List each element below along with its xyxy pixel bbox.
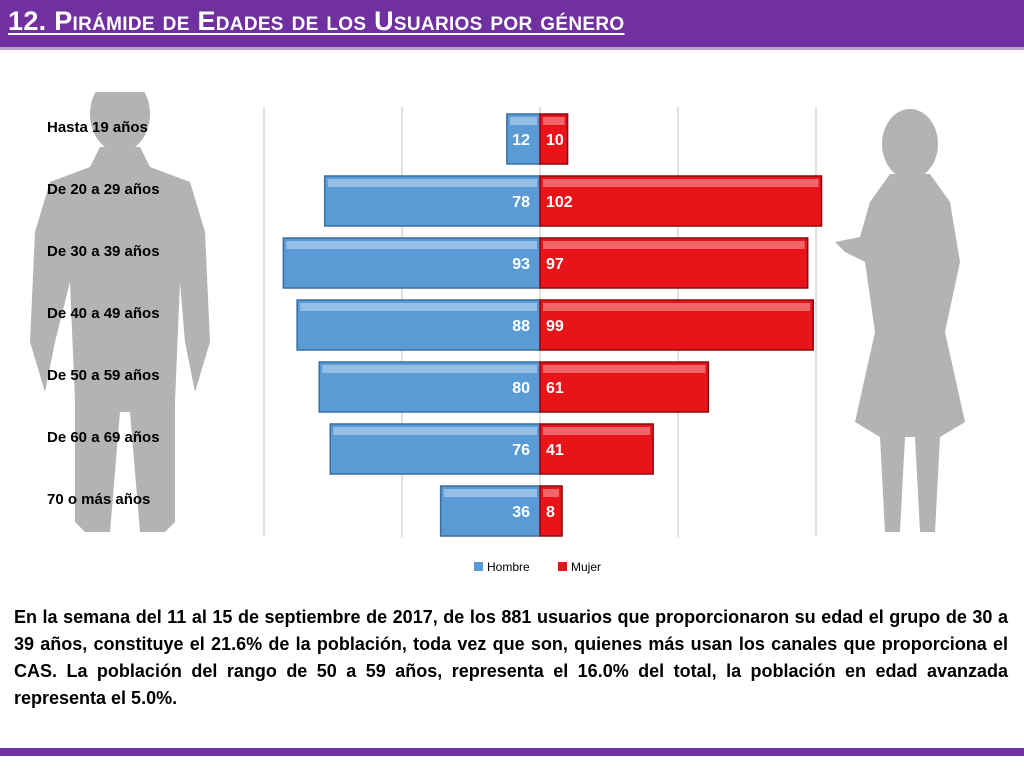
bar-mujer [539, 361, 710, 413]
category-label: De 50 a 59 años [47, 367, 160, 384]
value-label-hombre: 93 [512, 256, 530, 273]
bars [282, 113, 823, 537]
value-label-hombre: 76 [512, 442, 530, 459]
bar-highlight [286, 241, 537, 249]
bar-hombre [329, 423, 541, 475]
value-label-mujer: 97 [546, 256, 564, 273]
bar-hombre [506, 113, 541, 165]
bar-highlight [543, 117, 565, 125]
bar-highlight [333, 427, 537, 435]
bar-highlight [543, 365, 706, 373]
bar-highlight [543, 427, 651, 435]
bar-mujer [539, 485, 563, 537]
bar-highlight [543, 303, 811, 311]
legend-label: Hombre [487, 560, 530, 574]
value-label-hombre: 36 [512, 504, 530, 521]
value-label-hombre: 88 [512, 318, 530, 335]
value-label-mujer: 8 [546, 504, 555, 521]
footer-bar [0, 748, 1024, 756]
value-label-hombre: 12 [512, 132, 530, 149]
bar-hombre [323, 175, 541, 227]
category-label: De 20 a 29 años [47, 181, 160, 198]
bar-highlight [322, 365, 537, 373]
bar-hombre [439, 485, 541, 537]
silhouette-man-icon [30, 92, 210, 532]
value-label-mujer: 99 [546, 318, 564, 335]
category-labels: Hasta 19 años De 20 a 29 años De 30 a 39 a… [47, 119, 160, 508]
summary-text: En la semana del 11 al 15 de septiembre … [14, 607, 1008, 708]
value-label-mujer: 102 [546, 194, 573, 211]
bar-highlight [327, 179, 537, 187]
bar-mujer [539, 113, 569, 165]
category-label: De 30 a 39 años [47, 243, 160, 260]
legend-swatch [474, 562, 483, 571]
value-label-hombre: 80 [512, 380, 530, 397]
legend: Hombre Mujer [474, 560, 601, 574]
value-label-mujer: 41 [546, 442, 564, 459]
legend-label: Mujer [571, 560, 601, 574]
bar-highlight [543, 489, 560, 497]
category-label: Hasta 19 años [47, 119, 148, 136]
value-label-mujer: 10 [546, 132, 564, 149]
bar-highlight [543, 241, 805, 249]
bar-highlight [509, 117, 537, 125]
bar-hombre [296, 299, 541, 351]
title-bar: 12. Pirámide de Edades de los Usuarios p… [0, 0, 1024, 50]
slide-title: 12. Pirámide de Edades de los Usuarios p… [8, 6, 625, 36]
bar-mujer [539, 299, 814, 351]
bar-mujer [539, 237, 809, 289]
bar-mujer [539, 175, 823, 227]
value-labels: 12 10 78 102 93 97 88 99 80 61 76 41 36 8 [512, 132, 573, 521]
category-label: 70 o más años [47, 491, 150, 508]
bar-highlight [300, 303, 537, 311]
bar-hombre [318, 361, 541, 413]
population-pyramid-chart: Hasta 19 años De 20 a 29 años De 30 a 39 a… [30, 92, 965, 574]
bar-highlight [443, 489, 537, 497]
legend-swatch [558, 562, 567, 571]
bar-highlight [543, 179, 819, 187]
category-label: De 40 a 49 años [47, 305, 160, 322]
bar-mujer [539, 423, 654, 475]
silhouette-woman-icon [835, 109, 965, 532]
category-label: De 60 a 69 años [47, 429, 160, 446]
value-label-mujer: 61 [546, 380, 564, 397]
value-label-hombre: 78 [512, 194, 530, 211]
